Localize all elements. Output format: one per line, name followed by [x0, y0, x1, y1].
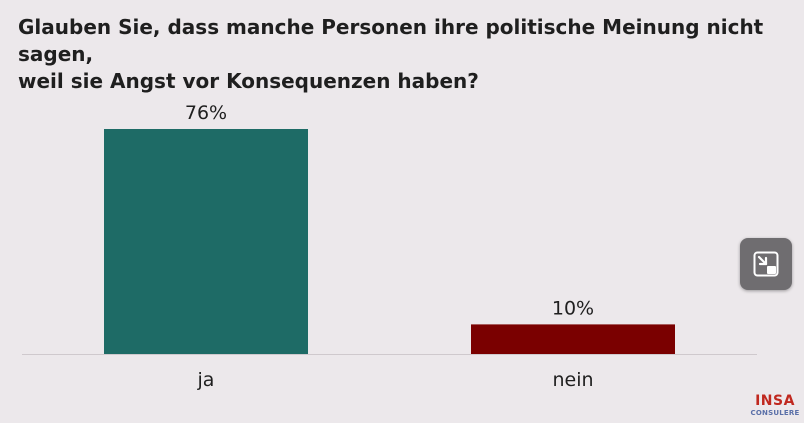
category-label-ja: ja [197, 369, 215, 391]
category-label-nein: nein [552, 369, 593, 391]
data-label-nein: 10% [552, 297, 594, 319]
bar-ja [104, 129, 308, 354]
bar-nein [471, 324, 675, 354]
logo-subtitle: CONSULERE [750, 409, 800, 417]
chart-title-line-2: weil sie Angst vor Konsequenzen haben? [18, 69, 479, 93]
picture-in-picture-exit-icon [753, 251, 779, 277]
chart-title-line-1: Glauben Sie, dass manche Personen ihre p… [18, 15, 764, 66]
picture-in-picture-button[interactable] [740, 238, 792, 290]
data-label-ja: 76% [185, 102, 227, 124]
logo-brand: INSA [755, 393, 795, 409]
insa-logo: INSA CONSULERE [748, 394, 802, 418]
chart-title: Glauben Sie, dass manche Personen ihre p… [18, 14, 778, 95]
